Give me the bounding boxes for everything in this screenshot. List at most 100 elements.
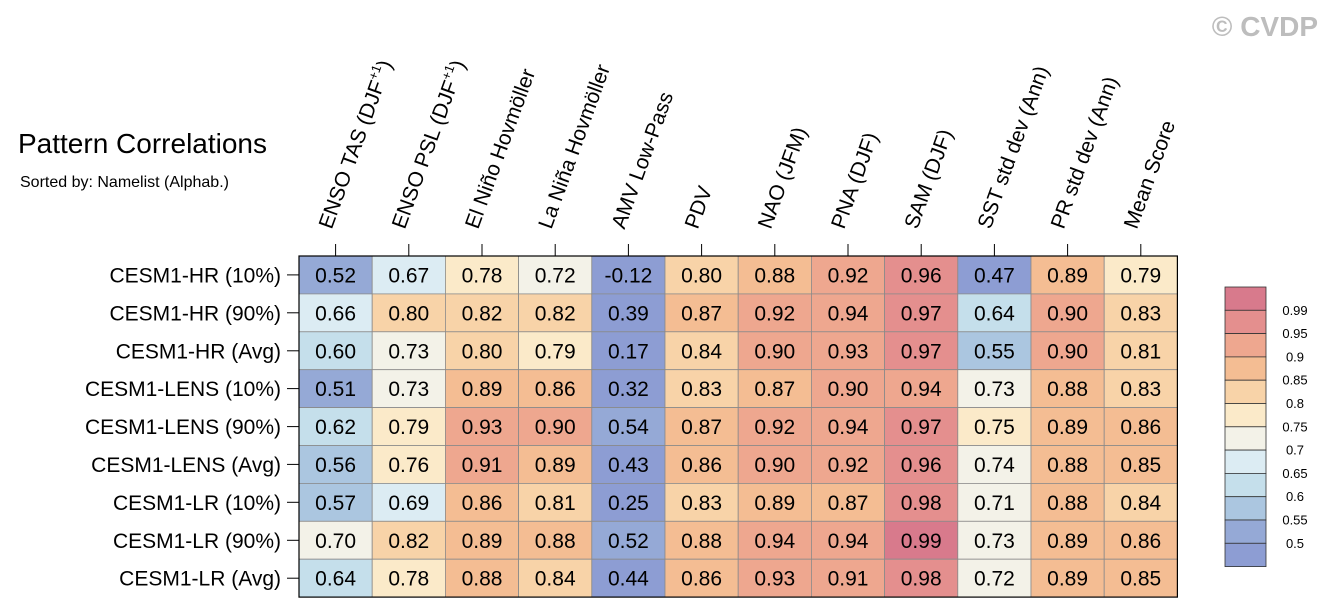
cell-value-label: 0.52 xyxy=(315,264,356,287)
heatmap-cell xyxy=(737,407,812,446)
heatmap-cell xyxy=(518,369,593,409)
cell-value-label: 0.25 xyxy=(608,492,649,515)
column-label: El Niño Hovmöller xyxy=(461,66,540,232)
colorbar-swatch xyxy=(1224,379,1267,404)
heatmap-cell xyxy=(957,293,1032,333)
row-labels: CESM1-HR (10%) CESM1-HR (90%) CESM1-HR (Av… xyxy=(85,264,299,591)
colorbar-swatch xyxy=(1224,309,1267,334)
heatmap-cell xyxy=(444,407,519,446)
cell-value-label: 0.17 xyxy=(608,340,649,363)
cell-value-label: 0.89 xyxy=(1047,264,1088,287)
column-label: SAM (DJF) xyxy=(900,126,957,231)
cell-value-label: 0.91 xyxy=(462,454,503,477)
cell-value-label: 0.54 xyxy=(608,416,649,439)
heatmap-cell xyxy=(371,331,446,371)
heatmap-cell xyxy=(811,482,886,522)
heatmap-cell xyxy=(884,331,959,371)
heatmap-cell xyxy=(957,482,1032,522)
column-label: Mean Score xyxy=(1120,117,1180,231)
heatmap-cell xyxy=(1030,407,1105,446)
colorbar-swatch xyxy=(1224,333,1267,358)
cell-value-label: 0.60 xyxy=(315,340,356,363)
column-label: AMV Low-Pass xyxy=(607,89,678,232)
cell-value-label: 0.88 xyxy=(754,264,795,287)
heatmap-cell xyxy=(884,482,959,522)
heatmap-cell xyxy=(1103,445,1178,484)
row-label: CESM1-HR (10%) xyxy=(109,264,281,287)
heatmap-cell xyxy=(298,255,373,295)
cell-value-label: 0.92 xyxy=(754,416,795,439)
cell-value-label: 0.92 xyxy=(828,264,869,287)
heatmap-cell xyxy=(1103,369,1178,409)
heatmap-cell xyxy=(737,520,812,560)
cell-value-label: 0.52 xyxy=(608,530,649,553)
column-label: SST std dev (Ann) xyxy=(973,63,1053,232)
cell-value-label: 0.85 xyxy=(1120,454,1161,477)
heatmap-cell xyxy=(444,520,519,560)
cell-value-label: 0.72 xyxy=(974,568,1015,591)
colorbar-tick-label: 0.85 xyxy=(1282,373,1307,388)
heatmap-cell xyxy=(1103,293,1178,333)
heatmap-cells: 0.52 0.67 0.78 0.72 -0.12 0.80 0.88 0.92 0.96 0.4… xyxy=(298,255,1179,598)
heatmap-cell xyxy=(884,445,959,484)
cell-value-label: 0.56 xyxy=(315,454,356,477)
heatmap-cell xyxy=(518,293,593,333)
cell-value-label: 0.66 xyxy=(315,302,356,325)
cell-value-label: 0.89 xyxy=(462,378,503,401)
cell-value-label: 0.55 xyxy=(974,340,1015,363)
cell-value-label: 0.89 xyxy=(535,454,576,477)
cell-value-label: 0.78 xyxy=(462,264,503,287)
heatmap-cell xyxy=(664,369,739,409)
cell-value-label: 0.43 xyxy=(608,454,649,477)
heatmap-cell xyxy=(444,558,519,598)
cell-value-label: 0.96 xyxy=(901,454,942,477)
column-label: NAO (JFM) xyxy=(754,124,812,232)
cell-value-label: 0.72 xyxy=(535,264,576,287)
cell-value-label: 0.84 xyxy=(1120,492,1161,515)
colorbar-swatch xyxy=(1224,449,1267,474)
cell-value-label: 0.83 xyxy=(1120,378,1161,401)
column-label: PNA (DJF) xyxy=(827,130,883,232)
cell-value-label: 0.80 xyxy=(388,302,429,325)
colorbar-tick-label: 0.95 xyxy=(1282,326,1307,341)
cell-value-label: 0.90 xyxy=(1047,340,1088,363)
colorbar-tick-label: 0.75 xyxy=(1282,419,1307,434)
cell-value-label: 0.76 xyxy=(388,454,429,477)
cell-value-label: 0.73 xyxy=(974,378,1015,401)
heatmap-cell xyxy=(957,520,1032,560)
cell-value-label: 0.87 xyxy=(681,416,722,439)
cell-value-label: 0.64 xyxy=(974,302,1015,325)
heatmap-cell xyxy=(1103,331,1178,371)
cell-value-label: 0.90 xyxy=(1047,302,1088,325)
heatmap-cell xyxy=(591,407,666,446)
colorbar-legend: 0.99 0.95 0.9 0.85 0.8 0.75 0.7 0.65 0.6 0.55 0.5 xyxy=(1224,286,1308,567)
cell-value-label: 0.51 xyxy=(315,378,356,401)
cell-value-label: 0.74 xyxy=(974,454,1015,477)
cell-value-label: 0.97 xyxy=(901,340,942,363)
heatmap-cell xyxy=(591,293,666,333)
cell-value-label: 0.89 xyxy=(1047,530,1088,553)
cell-value-label: 0.87 xyxy=(754,378,795,401)
watermark: © CVDP xyxy=(1212,11,1318,42)
heatmap-cell xyxy=(1103,407,1178,446)
column-label: PDV xyxy=(681,183,717,231)
cell-value-label: 0.83 xyxy=(681,492,722,515)
heatmap-cell xyxy=(957,445,1032,484)
chart-subtitle: Sorted by: Namelist (Alphab.) xyxy=(20,174,229,191)
row-label: CESM1-LR (90%) xyxy=(113,530,281,553)
heatmap-cell xyxy=(518,445,593,484)
cell-value-label: 0.89 xyxy=(1047,568,1088,591)
cell-value-label: 0.94 xyxy=(901,378,942,401)
heatmap-cell xyxy=(1030,331,1105,371)
heatmap-cell xyxy=(298,445,373,484)
cell-value-label: 0.79 xyxy=(535,340,576,363)
cell-value-label: 0.94 xyxy=(754,530,795,553)
cell-value-label: 0.73 xyxy=(388,378,429,401)
cell-value-label: 0.81 xyxy=(535,492,576,515)
cell-value-label: 0.98 xyxy=(901,568,942,591)
heatmap-cell xyxy=(591,558,666,598)
column-label: ENSO PSL (DJF+1) xyxy=(385,56,470,232)
colorbar-tick-label: 0.9 xyxy=(1286,349,1304,364)
column-label: La Niña Hovmöller xyxy=(534,62,615,232)
colorbar-swatch xyxy=(1224,472,1267,498)
